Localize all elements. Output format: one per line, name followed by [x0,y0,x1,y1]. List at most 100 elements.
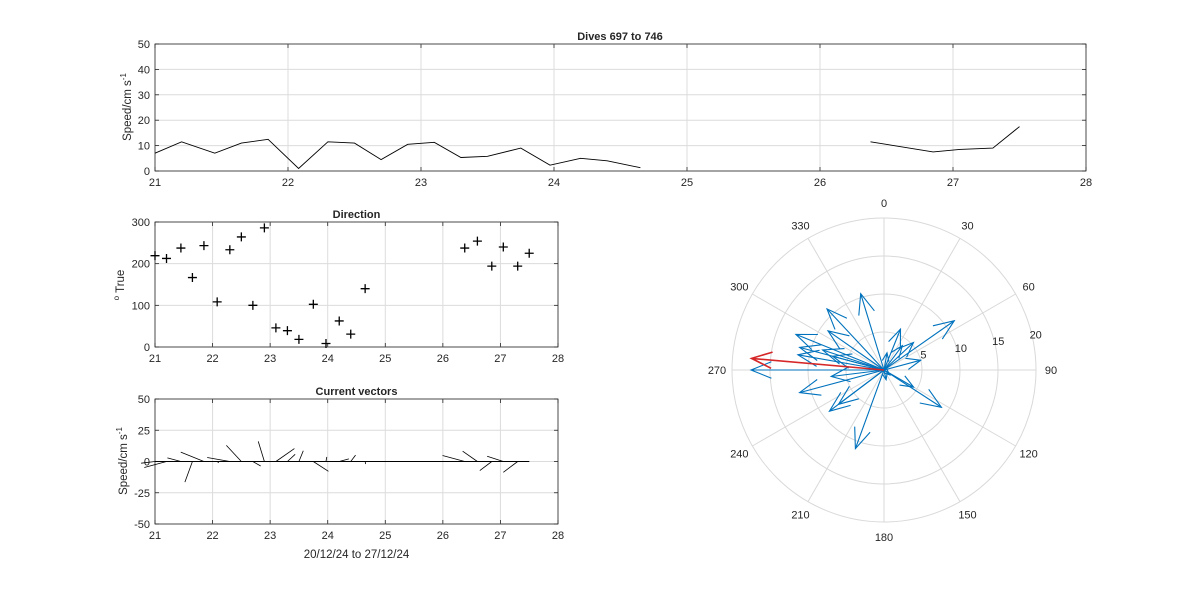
vectors-ylabel: Speed/cm s-1 [115,427,130,495]
current-vector [216,461,219,464]
current-vector [339,458,349,462]
polar-angle-label: 330 [791,220,809,232]
current-vector [207,457,230,462]
current-vector [226,445,242,462]
y-tick-label: -25 [134,488,150,500]
direction-point [282,326,292,336]
polar-spoke [883,238,961,371]
polar-vector [883,357,923,371]
polar-angle-label: 150 [958,510,976,522]
polar-spoke [883,293,1016,371]
polar-vector-head [858,292,875,316]
polar-vector [858,292,885,371]
current-vector [184,461,193,483]
polar-angle-label: 300 [730,282,748,294]
polar-vector-shaft [883,345,903,371]
current-vector [144,461,167,468]
polar-vector-shaft [799,369,885,394]
current-vector [462,450,478,462]
current-vector [313,461,329,472]
polar-vector [883,341,915,371]
direction-point [513,261,523,271]
direction-point [334,316,344,326]
polar-angle-label: 60 [1023,282,1035,294]
current-vector [167,457,182,462]
polar-vector-head [888,327,902,347]
x-tick-label: 25 [379,530,391,542]
polar-vector-shaft [883,359,921,371]
polar-angle-label: 180 [875,532,893,544]
x-tick-label: 24 [322,530,334,542]
polar-vector [825,307,885,371]
current-vector [325,456,328,462]
x-tick-label: 22 [206,530,218,542]
polar-vector-shaft [883,369,942,408]
polar-spoke [807,369,885,502]
polar-vector-head [899,375,915,388]
direction-point [346,329,356,339]
direction-point [236,232,246,242]
polar-vector-head [881,372,888,382]
polar-vector-head [828,392,851,413]
polar-vector [881,351,890,371]
x-tick-label: 23 [264,353,276,365]
x-tick-label: 22 [206,353,218,365]
polar-angle-label: 0 [881,198,887,210]
polar-vector-shaft [860,293,885,371]
polar-vector-shaft [795,333,885,371]
current-vector [487,455,504,462]
x-tick-label: 27 [494,530,506,542]
x-tick-label: 21 [149,177,161,189]
polar-vector-head [821,348,845,365]
polar-mean-vector [749,351,885,371]
x-tick-label: 21 [149,353,161,365]
polar-spoke [883,369,961,502]
x-tick-label: 21 [149,530,161,542]
direction-point [212,297,222,307]
polar-vector [883,369,943,409]
y-tick-label: 200 [132,259,150,271]
polar-vector-shaft [883,328,902,371]
current-vector [141,461,156,464]
current-vector [257,441,265,462]
direction-point [187,273,197,283]
x-tick-label: 25 [681,177,693,189]
current-vector [180,451,205,462]
x-tick-label: 23 [415,177,427,189]
y-tick-label: 10 [138,141,150,153]
direction-point [460,243,470,253]
polar-vector-head [932,319,956,340]
current-vector [503,461,518,473]
polar-spoke [752,369,885,447]
polar-vector-head [898,341,915,358]
y-tick-label: 300 [132,217,150,229]
direction-point [199,241,209,251]
polar-vector [828,369,885,413]
x-tick-label: 24 [322,353,334,365]
direction-point [271,323,281,333]
polar-vector [794,333,885,371]
polar-vector-shaft [829,369,885,412]
x-tick-label: 28 [552,353,564,365]
polar-vector-shaft [822,349,885,371]
polar-radius-label: 15 [992,336,1004,348]
x-tick-label: 25 [379,353,391,365]
y-tick-label: 100 [132,300,150,312]
current-vector [298,450,304,462]
y-tick-label: 30 [138,90,150,102]
polar-angle-label: 30 [961,220,973,232]
y-tick-label: 40 [138,64,150,76]
axes-frame [154,221,559,348]
current-vector [275,448,295,462]
direction-title: Direction [333,209,381,221]
direction-point [176,243,186,253]
polar-vector [798,344,885,371]
polar-mean-vector-shaft [751,357,885,371]
x-tick-label: 26 [437,530,449,542]
polar-vector-head [826,329,850,350]
polar-vector-head [854,426,871,450]
polar-vector-shaft [883,352,888,371]
y-tick-label: 0 [144,342,150,354]
polar-vector-shaft [883,342,914,371]
